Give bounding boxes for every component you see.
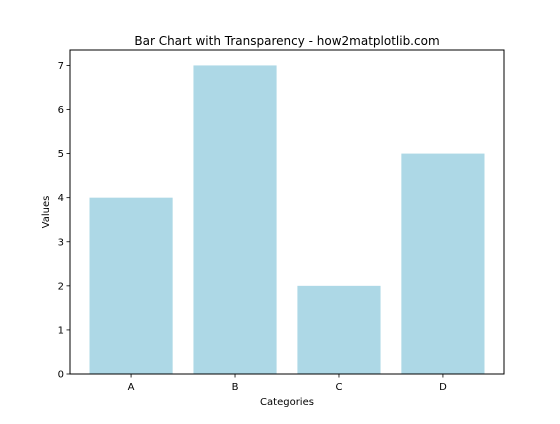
y-tick-label: 5	[58, 149, 64, 160]
y-tick-label: 1	[58, 325, 64, 336]
chart-title: Bar Chart with Transparency - how2matplo…	[134, 34, 439, 48]
bar-C	[297, 285, 381, 374]
bars-layer	[89, 65, 485, 374]
y-tick-label: 3	[58, 237, 64, 248]
plot-area-frame	[69, 49, 505, 375]
bar-B	[193, 65, 277, 374]
y-tick-label: 4	[58, 193, 64, 204]
x-tick-label: C	[335, 382, 342, 393]
y-tick-label: 6	[58, 105, 64, 116]
x-tick-label: A	[128, 382, 135, 393]
y-axis-label: Values	[41, 196, 52, 229]
y-tick-label: 7	[58, 61, 64, 72]
bar-A	[89, 197, 173, 374]
x-tick-label: D	[439, 382, 447, 393]
x-axis-ticks: A B C D	[128, 374, 447, 393]
y-tick-label: 2	[58, 281, 64, 292]
bar-D	[401, 153, 485, 374]
y-tick-label: 0	[58, 370, 64, 381]
y-axis-ticks: 0 1 2 3 4 5 6 7	[58, 61, 70, 381]
x-tick-label: B	[232, 382, 239, 393]
x-axis-label: Categories	[260, 397, 314, 408]
